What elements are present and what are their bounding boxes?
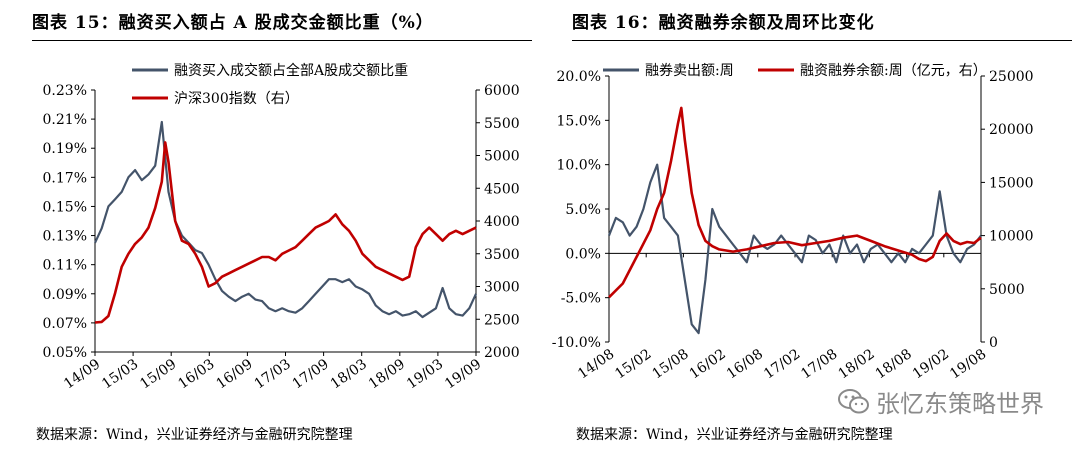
x-tick-label: 18/09 xyxy=(366,356,408,392)
y-left-tick-label: 0.05% xyxy=(43,345,87,361)
series-line-0 xyxy=(94,120,477,319)
y-right-tick-label: 5000 xyxy=(989,282,1025,298)
x-tick-label: 16/09 xyxy=(213,356,255,392)
legend-label-1: 融资融券余额:周（亿元，右） xyxy=(800,62,987,79)
y-right-tick-label: 4500 xyxy=(484,181,520,197)
source-note: 数据来源：Wind，兴业证券经济与金融研究院整理 xyxy=(36,427,353,443)
series-line-1 xyxy=(608,106,982,299)
series-line-0 xyxy=(607,163,982,335)
y-right-tick-label: 15000 xyxy=(989,175,1034,191)
y-left-tick-label: 0.21% xyxy=(43,112,87,128)
x-tick-label: 17/08 xyxy=(798,346,840,382)
x-tick-label: 19/08 xyxy=(947,346,989,382)
y-left-tick-label: 0.09% xyxy=(43,287,87,303)
x-tick-label: 14/09 xyxy=(61,356,103,392)
y-left-tick-label: 0.23% xyxy=(43,83,87,99)
y-right-tick-label: 2000 xyxy=(484,345,520,361)
y-right-tick-label: 5000 xyxy=(484,149,520,165)
watermark-text: 张忆东策略世界 xyxy=(876,390,1044,418)
title-rule xyxy=(32,40,532,41)
chart-title: 图表 15：融资买入额占 A 股成交金额比重（%） xyxy=(32,13,434,33)
chart-title: 图表 16：融资融券余额及周环比变化 xyxy=(572,13,875,33)
x-tick-label: 14/08 xyxy=(575,346,617,382)
source-note: 数据来源：Wind，兴业证券经济与金融研究院整理 xyxy=(576,427,893,443)
chart-svg-right: -10.0% -5.0% 0.0% 5.0% 10.0% 15.0% 20.0% 0 5000 1… xyxy=(552,62,1034,382)
x-tick-label: 19/09 xyxy=(442,356,484,392)
x-tick-label: 17/02 xyxy=(761,346,803,382)
x-tick-label: 18/03 xyxy=(328,356,370,392)
y-left-tick-label: 10.0% xyxy=(557,158,601,174)
y-right-tick-label: 3000 xyxy=(484,280,520,296)
series-line-1 xyxy=(94,141,477,324)
y-right-tick-label: 5500 xyxy=(484,116,520,132)
y-right-tick-label: 4000 xyxy=(484,214,520,230)
y-left-tick-label: -5.0% xyxy=(561,291,601,307)
x-tick-label: 19/02 xyxy=(910,346,952,382)
x-tick-label: 18/08 xyxy=(873,346,915,382)
y-left-tick-label: 0.11% xyxy=(43,258,87,274)
y-right-tick-label: 0 xyxy=(989,335,998,351)
x-tick-label: 17/09 xyxy=(290,356,332,392)
y-left-tick-label: 20.0% xyxy=(557,69,601,85)
legend-label-0: 融券卖出额:周 xyxy=(645,63,734,79)
y-left-tick-label: 0.07% xyxy=(43,316,87,332)
y-left-tick-label: -10.0% xyxy=(552,335,601,351)
chart-panel-left: 图表 15：融资买入额占 A 股成交金额比重（%） 0.05% 0.07% 0.09… xyxy=(8,0,538,449)
y-right-tick-label: 10000 xyxy=(989,229,1034,245)
y-left-tick-label: 0.19% xyxy=(43,141,87,157)
y-left-tick-label: 0.13% xyxy=(43,229,87,245)
y-left-tick-label: 0.17% xyxy=(43,170,87,186)
x-tick-label: 15/03 xyxy=(99,356,141,392)
y-right-tick-label: 3500 xyxy=(484,247,520,263)
x-tick-label: 16/03 xyxy=(175,356,217,392)
wechat-icon xyxy=(838,388,869,413)
x-tick-label: 15/09 xyxy=(137,356,179,392)
y-left-tick-label: 0.0% xyxy=(565,246,601,262)
x-tick-label: 19/03 xyxy=(404,356,446,392)
y-right-tick-label: 25000 xyxy=(989,69,1034,85)
x-tick-label: 16/02 xyxy=(687,346,729,382)
legend-label-0: 融资买入成交额占全部A股成交额比重 xyxy=(174,62,408,79)
x-tick-label: 16/08 xyxy=(724,346,766,382)
y-right-tick-label: 20000 xyxy=(989,122,1034,138)
watermark: 张忆东策略世界 xyxy=(838,384,1044,419)
x-tick-label: 18/02 xyxy=(835,346,877,382)
y-right-tick-label: 6000 xyxy=(484,83,520,99)
y-left-tick-label: 0.15% xyxy=(43,199,87,215)
y-right-tick-label: 2500 xyxy=(484,312,520,328)
chart-svg-left: 0.05% 0.07% 0.09% 0.11% 0.13% 0.15% 0.17% 0.19%… xyxy=(43,62,520,392)
y-left-tick-label: 5.0% xyxy=(565,202,601,218)
x-tick-label: 15/08 xyxy=(649,346,691,382)
x-tick-label: 17/03 xyxy=(252,356,294,392)
y-left-tick-label: 15.0% xyxy=(557,113,601,129)
x-tick-label: 15/02 xyxy=(612,346,654,382)
legend-label-1: 沪深300指数（右） xyxy=(174,91,299,107)
chart-panel-right: 图表 16：融资融券余额及周环比变化 -10.0% -5.0% 0.0% 5.0% 10… xyxy=(548,0,1078,449)
title-rule xyxy=(572,40,1072,41)
